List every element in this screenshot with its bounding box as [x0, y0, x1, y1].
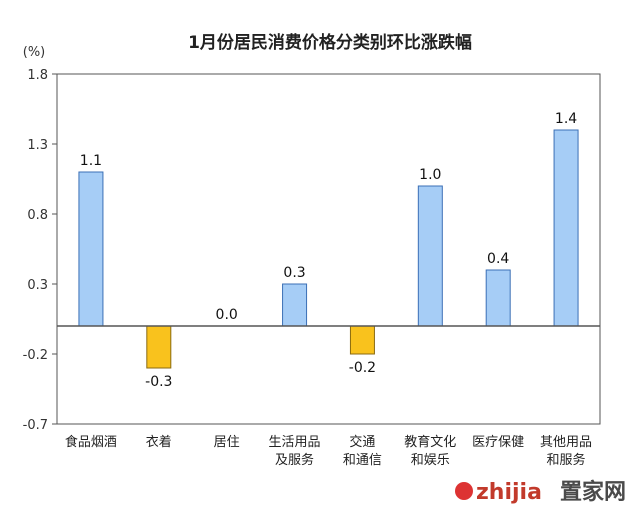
- data-label: -0.2: [349, 360, 376, 376]
- y-axis: 1.8 1.3 0.8 0.3 -0.2 -0.7: [23, 68, 57, 433]
- data-label: 1.0: [419, 167, 441, 183]
- x-category-label: 教育文化: [404, 434, 456, 450]
- bar: [78, 171, 104, 327]
- y-tick-label: 1.8: [27, 68, 48, 83]
- x-category-label: 衣着: [146, 434, 172, 450]
- x-category-label: 其他用品: [540, 435, 592, 450]
- bar: [417, 185, 443, 327]
- y-tick-label: -0.7: [23, 418, 48, 433]
- data-label: 1.4: [555, 111, 577, 127]
- watermark: zhijia 置家网: [455, 479, 626, 505]
- data-label: -0.3: [145, 374, 172, 390]
- watermark-logo-icon: [455, 482, 473, 500]
- bar: [485, 269, 511, 327]
- x-category-label: 居住: [214, 435, 240, 450]
- bar: [349, 325, 375, 355]
- data-label: 1.1: [80, 153, 102, 169]
- data-labels: 1.1 -0.3 0.0 0.3 -0.2 1.0 0.4 1.4: [80, 111, 577, 390]
- bars: [78, 129, 579, 369]
- y-tick-label: 0.3: [27, 278, 48, 293]
- watermark-latin: zhijia: [476, 480, 542, 505]
- data-label: 0.0: [216, 307, 238, 323]
- data-label: 0.3: [283, 265, 305, 281]
- bar: [553, 129, 579, 327]
- plot-frame: [56, 73, 601, 425]
- y-tick-label: 0.8: [27, 208, 48, 223]
- data-label: 0.4: [487, 251, 509, 267]
- x-category-label: 和通信: [343, 453, 382, 468]
- x-category-label: 和娱乐: [411, 453, 450, 468]
- bar: [282, 283, 308, 327]
- y-tick-label: -0.2: [23, 348, 48, 363]
- chart-title: 1月份居民消费价格分类别环比涨跌幅: [188, 32, 472, 53]
- x-category-label: 生活用品: [269, 435, 321, 450]
- x-category-label: 医疗保健: [472, 435, 524, 450]
- y-tick-label: 1.3: [27, 138, 48, 153]
- x-category-label: 交通: [349, 434, 375, 450]
- watermark-chinese: 置家网: [560, 479, 626, 505]
- x-category-label: 及服务: [275, 452, 314, 468]
- bar: [146, 325, 172, 369]
- x-category-label: 食品烟酒: [65, 434, 117, 450]
- unit-label: (%): [23, 45, 46, 60]
- x-category-label: 和服务: [547, 452, 586, 468]
